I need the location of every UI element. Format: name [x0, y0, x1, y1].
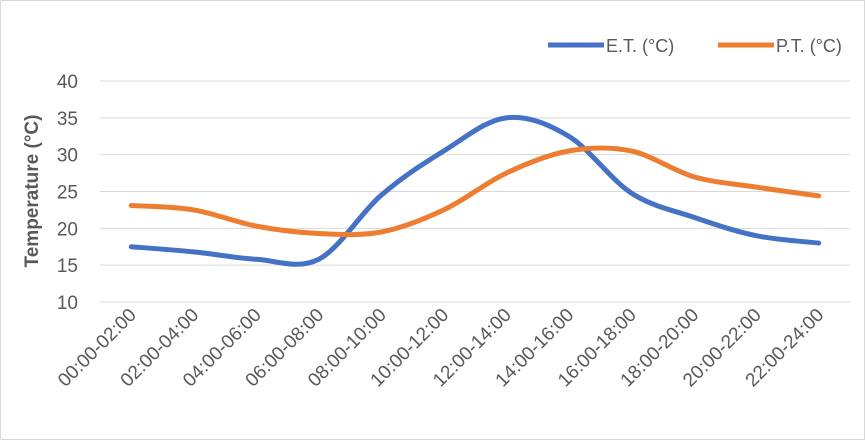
y-tick-label: 15 — [57, 256, 78, 277]
y-tick-label: 20 — [57, 219, 78, 240]
legend-label: E.T. (°C) — [606, 36, 674, 56]
series-line-pt — [128, 145, 822, 238]
y-tick-label: 30 — [57, 146, 78, 167]
y-tick-label: 40 — [57, 72, 78, 93]
y-axis-ticks: 10 15 20 25 30 35 40 — [57, 72, 78, 314]
gridlines — [100, 80, 850, 303]
series-line-et — [128, 114, 822, 267]
series-lines — [128, 114, 822, 267]
y-axis-label: Temperature (°C) — [22, 115, 43, 268]
legend-label: P.T. (°C) — [776, 36, 842, 56]
y-tick-label: 10 — [57, 293, 78, 314]
y-tick-label: 25 — [57, 183, 78, 204]
y-tick-label: 35 — [57, 109, 78, 130]
legend: E.T. (°C) P.T. (°C) — [548, 36, 842, 56]
x-axis-ticks: 00:00-02:0002:00-04:0004:00-06:0006:00-0… — [54, 305, 828, 392]
